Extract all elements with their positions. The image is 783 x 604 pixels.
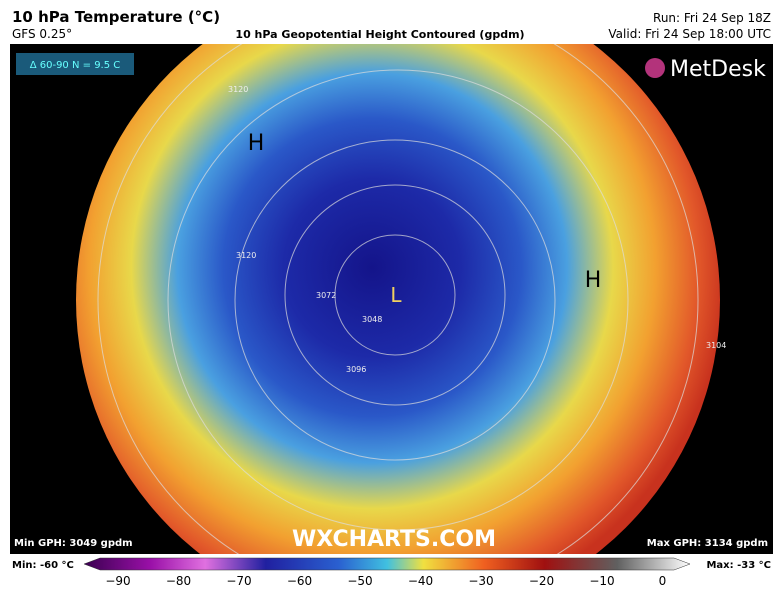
contour-label: 3104 bbox=[706, 341, 726, 350]
high-center: H bbox=[248, 131, 265, 156]
subtitle: 10 hPa Geopotential Height Contoured (gp… bbox=[235, 28, 524, 41]
index-box: Δ 60-90 N = 9.5 C bbox=[30, 60, 121, 71]
colorbar-tick-label: 0 bbox=[659, 574, 667, 588]
valid-time: Valid: Fri 24 Sep 18:00 UTC bbox=[608, 27, 771, 41]
colorbar-tick-label: −30 bbox=[468, 574, 493, 588]
min-gph: Min GPH: 3049 gpdm bbox=[14, 538, 133, 549]
model: GFS 0.25° bbox=[12, 27, 72, 41]
contour-label: 3120 bbox=[236, 251, 256, 260]
max-gph: Max GPH: 3134 gpdm bbox=[647, 538, 768, 549]
colorbar-tick-label: −40 bbox=[408, 574, 433, 588]
min-temp: Min: -60 °C bbox=[12, 560, 74, 571]
colorbar-tick-label: −50 bbox=[347, 574, 372, 588]
run-time: Run: Fri 24 Sep 18Z bbox=[653, 11, 771, 25]
colorbar-tick-label: −10 bbox=[589, 574, 614, 588]
colorbar-tick-label: −70 bbox=[226, 574, 251, 588]
contour-label: 3120 bbox=[228, 85, 248, 94]
watermark: WXCHARTS.COM bbox=[292, 527, 496, 552]
contour-label: 3096 bbox=[346, 365, 366, 374]
high-center: H bbox=[585, 268, 602, 293]
contour-label: 3048 bbox=[362, 315, 382, 324]
colorbar bbox=[83, 557, 691, 571]
colorbar-tick-label: −80 bbox=[166, 574, 191, 588]
logo: MetDesk bbox=[670, 57, 766, 82]
map: Δ 60-90 N = 9.5 C MetDesk H H L 3120 312… bbox=[10, 44, 773, 554]
contour-label: 3072 bbox=[316, 291, 336, 300]
low-center: L bbox=[390, 283, 402, 307]
colorbar-tick-label: −20 bbox=[529, 574, 554, 588]
colorbar-tick-label: −90 bbox=[105, 574, 130, 588]
max-temp: Max: -33 °C bbox=[706, 560, 771, 571]
colorbar-tick-label: −60 bbox=[287, 574, 312, 588]
title: 10 hPa Temperature (°C) bbox=[12, 8, 220, 26]
